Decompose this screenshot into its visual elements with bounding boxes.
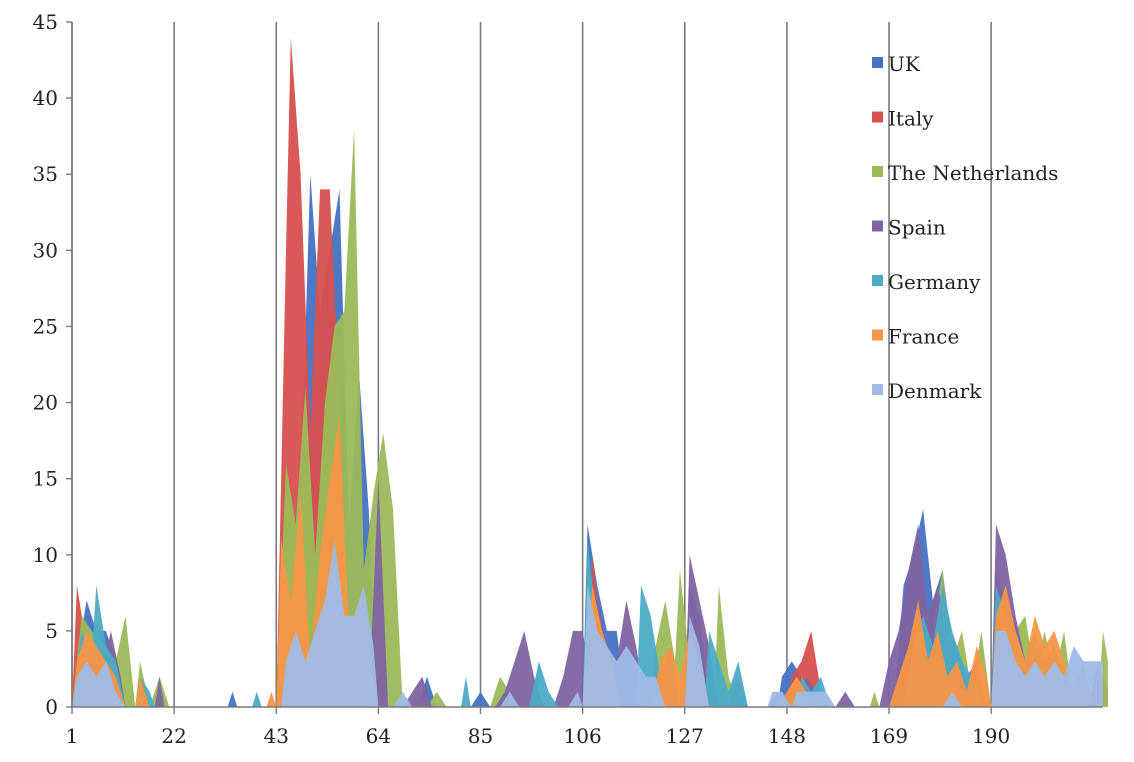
x-tick-label-190: 190 xyxy=(972,724,1010,748)
legend-swatch-the-netherlands xyxy=(872,166,883,177)
x-tick-label-106: 106 xyxy=(564,724,602,748)
x-tick-label-85: 85 xyxy=(468,724,493,748)
y-tick-label-45: 45 xyxy=(33,10,58,34)
legend-label-the-netherlands: The Netherlands xyxy=(888,161,1058,185)
y-tick-label-35: 35 xyxy=(33,162,58,186)
legend-swatch-spain xyxy=(872,220,883,232)
legend-label-italy: Italy xyxy=(888,107,934,131)
legend-swatch-germany xyxy=(872,275,883,286)
legend-swatch-denmark xyxy=(872,384,883,395)
legend: UK Italy The Netherlands Spain Germany France… xyxy=(872,52,1058,403)
legend-label-france: France xyxy=(888,325,959,349)
y-tick-labels: 0 5 10 15 20 25 30 35 40 45 xyxy=(33,10,58,719)
x-tick-labels: 1 22 43 64 85 106 127 148 169 190 xyxy=(66,724,1011,748)
x-tick-label-1: 1 xyxy=(66,724,79,748)
y-tick-label-20: 20 xyxy=(33,391,58,415)
legend-label-germany: Germany xyxy=(888,270,981,294)
x-tick-label-22: 22 xyxy=(161,724,186,748)
axes xyxy=(66,21,1103,714)
legend-swatch-uk xyxy=(872,57,883,68)
series-area-uk xyxy=(72,174,1026,707)
series-area-denmark xyxy=(72,539,1103,707)
series-areas xyxy=(72,37,1108,708)
vertical-gridlines xyxy=(71,22,992,707)
legend-label-denmark: Denmark xyxy=(888,379,982,403)
x-tick-label-148: 148 xyxy=(768,724,806,748)
y-tick-label-15: 15 xyxy=(33,467,58,491)
x-tick-label-127: 127 xyxy=(666,724,704,748)
y-tick-label-10: 10 xyxy=(33,543,58,567)
y-tick-label-0: 0 xyxy=(45,695,58,719)
y-tick-label-5: 5 xyxy=(45,619,58,643)
x-tick-label-169: 169 xyxy=(870,724,908,748)
legend-swatch-italy xyxy=(872,111,883,123)
y-tick-label-25: 25 xyxy=(33,314,58,338)
legend-label-uk: UK xyxy=(888,52,921,76)
legend-swatch-france xyxy=(872,329,883,341)
x-tick-label-43: 43 xyxy=(264,724,289,748)
x-tick-label-64: 64 xyxy=(366,724,391,748)
y-tick-label-30: 30 xyxy=(33,238,58,262)
legend-label-spain: Spain xyxy=(888,216,946,240)
y-tick-label-40: 40 xyxy=(33,86,58,110)
